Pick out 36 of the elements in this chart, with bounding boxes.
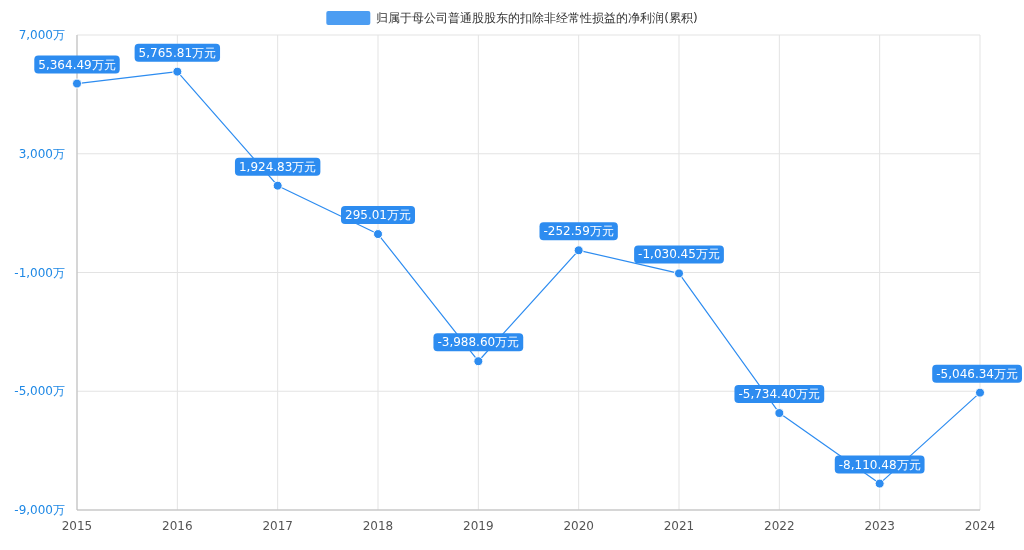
data-label: -3,988.60万元 (437, 335, 520, 350)
legend-label: 归属于母公司普通股股东的扣除非经常性损益的净利润(累积) (376, 11, 698, 25)
point (72, 78, 82, 89)
y-tick-label: -9,000万 (14, 503, 65, 517)
data-label: -5,046.34万元 (936, 366, 1018, 381)
data-label: -252.59万元 (543, 224, 614, 239)
x-tick-label: 2017 (262, 519, 293, 533)
x-tick-label: 2024 (964, 519, 996, 533)
data-label: -5,734.40万元 (738, 387, 821, 402)
y-tick-label: 3,000万 (18, 146, 65, 161)
point (272, 180, 283, 191)
point (874, 478, 885, 489)
x-tick-label: 2021 (663, 519, 695, 533)
data-label: 5,364.49万元 (38, 57, 116, 72)
point (473, 356, 484, 367)
x-tick-label: 2023 (864, 519, 895, 533)
x-tick-label: 2018 (362, 519, 394, 533)
point (975, 387, 985, 398)
x-tick-label: 2016 (162, 519, 193, 533)
y-tick-label: 7,000万 (18, 28, 65, 42)
x-tick-label: 2015 (61, 519, 93, 533)
data-label: -1,030.45万元 (638, 247, 720, 262)
data-label: -8,110.48万元 (838, 457, 921, 472)
data-label: 1,924.83万元 (238, 159, 317, 174)
point (573, 245, 584, 256)
point (172, 66, 183, 77)
x-tick-label: 2022 (764, 519, 795, 533)
point (774, 408, 785, 419)
y-tick-label: -1,000万 (14, 265, 65, 280)
x-tick-label: 2019 (463, 519, 494, 533)
point (674, 268, 684, 279)
data-label: 295.01万元 (345, 208, 411, 223)
y-tick-label: -5,000万 (14, 384, 65, 399)
x-tick-label: 2020 (563, 519, 594, 533)
data-label: 5,765.81万元 (138, 45, 217, 60)
point (373, 229, 383, 240)
